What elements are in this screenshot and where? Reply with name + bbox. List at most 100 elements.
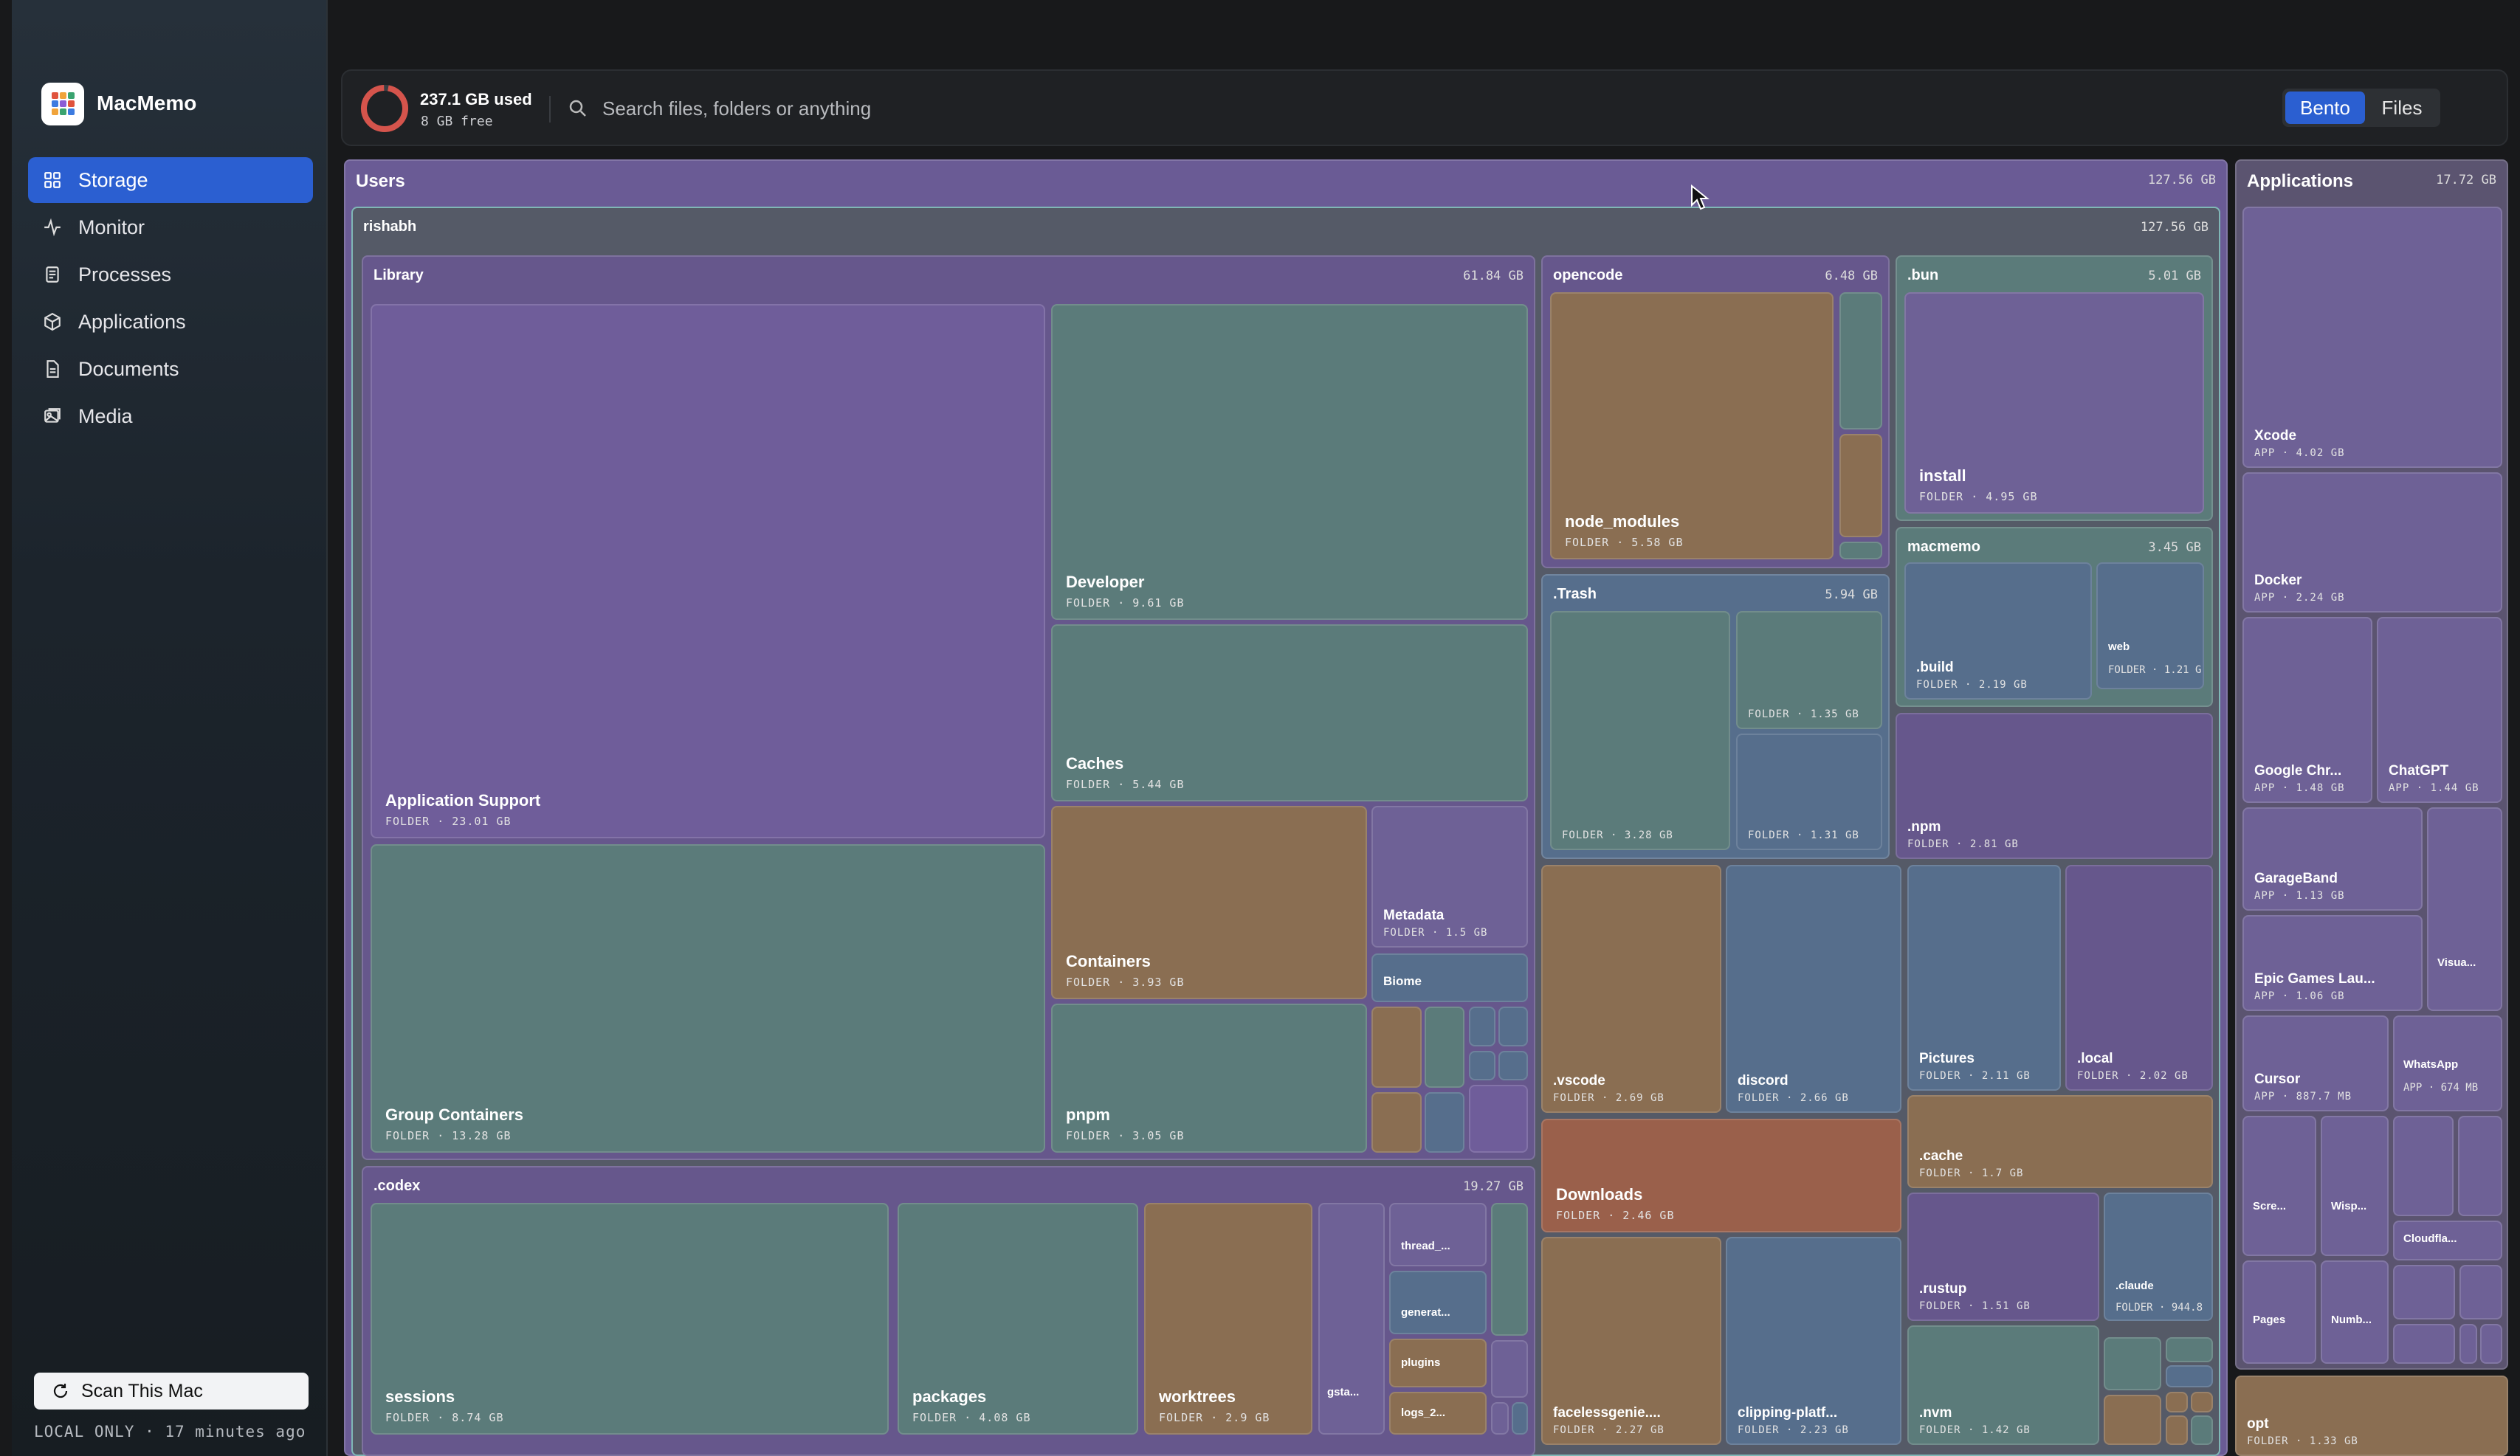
small-folder-tile[interactable]	[1839, 292, 1882, 429]
xcode-app[interactable]: Xcode APP · 4.02 GB	[2242, 207, 2502, 468]
small-folder-tile[interactable]	[1371, 1007, 1422, 1088]
small-folder-tile[interactable]	[2166, 1392, 2188, 1412]
logs-folder[interactable]: logs_2...	[1389, 1392, 1487, 1435]
thread-folder[interactable]: thread_...	[1389, 1203, 1487, 1266]
application-support-folder[interactable]: Application Support FOLDER · 23.01 GB	[371, 304, 1045, 838]
discord-folder[interactable]: discord FOLDER · 2.66 GB	[1726, 865, 1901, 1113]
small-folder-tile[interactable]	[1839, 434, 1882, 537]
small-folder-tile[interactable]	[1425, 1007, 1464, 1088]
sessions-folder[interactable]: sessions FOLDER · 8.74 GB	[371, 1203, 889, 1435]
trash-item-folder[interactable]: FOLDER · 1.35 GB	[1736, 611, 1882, 729]
folder-meta: FOLDER · 4.95 GB	[1919, 490, 2038, 503]
rustup-folder[interactable]: .rustup FOLDER · 1.51 GB	[1907, 1193, 2099, 1321]
vscode-folder[interactable]: .vscode FOLDER · 2.69 GB	[1541, 865, 1721, 1113]
small-folder-tile[interactable]	[1491, 1340, 1528, 1398]
build-folder[interactable]: .build FOLDER · 2.19 GB	[1904, 562, 2092, 700]
google-chrome-app[interactable]: Google Chr... APP · 1.48 GB	[2242, 617, 2372, 803]
node-modules-folder[interactable]: node_modules FOLDER · 5.58 GB	[1550, 292, 1834, 559]
small-folder-tile[interactable]	[2166, 1415, 2188, 1445]
whatsapp-app[interactable]: WhatsApp APP · 674 MB	[2393, 1015, 2502, 1111]
claude-folder[interactable]: .claude FOLDER · 944.8	[2104, 1193, 2213, 1321]
divider	[549, 96, 551, 123]
small-folder-tile[interactable]	[2166, 1337, 2213, 1362]
nvm-folder[interactable]: .nvm FOLDER · 1.42 GB	[1907, 1325, 2099, 1445]
visual-studio-app[interactable]: Visua...	[2427, 807, 2502, 1011]
cache-folder[interactable]: .cache FOLDER · 1.7 GB	[1907, 1095, 2213, 1188]
install-folder[interactable]: install FOLDER · 4.95 GB	[1904, 292, 2204, 514]
small-folder-tile[interactable]	[2191, 1392, 2213, 1412]
small-folder-tile[interactable]	[2104, 1337, 2161, 1390]
screen-app[interactable]: Scre...	[2242, 1116, 2316, 1256]
clipping-platform-folder[interactable]: clipping-platf... FOLDER · 2.23 GB	[1726, 1237, 1901, 1445]
worktrees-folder[interactable]: worktrees FOLDER · 2.9 GB	[1144, 1203, 1312, 1435]
small-folder-tile[interactable]	[1371, 1092, 1422, 1153]
small-folder-tile[interactable]	[1425, 1092, 1464, 1153]
opt-folder[interactable]: opt FOLDER · 1.33 GB	[2235, 1376, 2508, 1456]
files-view-button[interactable]: Files	[2381, 96, 2423, 119]
garageband-app[interactable]: GarageBand APP · 1.13 GB	[2242, 807, 2423, 911]
sidebar-item-storage[interactable]: Storage	[28, 157, 313, 203]
small-folder-tile[interactable]	[1469, 1051, 1495, 1080]
sidebar-item-applications[interactable]: Applications	[28, 299, 313, 345]
small-app-tile[interactable]	[2458, 1116, 2502, 1216]
cloudflare-app[interactable]: Cloudfla...	[2393, 1221, 2502, 1260]
epic-games-app[interactable]: Epic Games Lau... APP · 1.06 GB	[2242, 915, 2423, 1011]
codex-size: 19.27 GB	[1463, 1179, 1524, 1194]
facelessgenie-folder[interactable]: facelessgenie.... FOLDER · 2.27 GB	[1541, 1237, 1721, 1445]
sidebar-item-monitor[interactable]: Monitor	[28, 204, 313, 250]
small-app-tile[interactable]	[2393, 1324, 2455, 1364]
caches-folder[interactable]: Caches FOLDER · 5.44 GB	[1051, 624, 1528, 801]
small-folder-tile[interactable]	[1512, 1402, 1528, 1435]
plugins-folder[interactable]: plugins	[1389, 1339, 1487, 1387]
small-folder-tile[interactable]	[1839, 542, 1882, 559]
small-folder-tile[interactable]	[1491, 1402, 1509, 1435]
pages-app[interactable]: Pages	[2242, 1260, 2316, 1364]
small-app-tile[interactable]	[2459, 1265, 2502, 1319]
small-app-tile[interactable]	[2393, 1265, 2455, 1319]
small-app-tile[interactable]	[2393, 1116, 2454, 1216]
downloads-folder[interactable]: Downloads FOLDER · 2.46 GB	[1541, 1119, 1901, 1232]
small-folder-tile[interactable]	[1498, 1051, 1528, 1080]
chatgpt-app[interactable]: ChatGPT APP · 1.44 GB	[2377, 617, 2502, 803]
wispr-app[interactable]: Wisp...	[2321, 1116, 2389, 1256]
trash-item-folder[interactable]: FOLDER · 3.28 GB	[1550, 611, 1730, 850]
folder-meta: FOLDER · 2.9 GB	[1159, 1411, 1270, 1424]
small-folder-tile[interactable]	[1469, 1007, 1495, 1046]
search-input[interactable]: Search files, folders or anything	[602, 97, 872, 120]
sidebar-item-processes[interactable]: Processes	[28, 252, 313, 297]
biome-folder[interactable]: Biome	[1371, 953, 1528, 1002]
small-folder-tile[interactable]	[2104, 1395, 2161, 1445]
metadata-folder[interactable]: Metadata FOLDER · 1.5 GB	[1371, 806, 1528, 948]
npm-folder[interactable]: .npm FOLDER · 2.81 GB	[1896, 713, 2213, 859]
sidebar-item-documents[interactable]: Documents	[28, 346, 313, 392]
developer-folder[interactable]: Developer FOLDER · 9.61 GB	[1051, 304, 1528, 620]
folder-name: Pictures	[1919, 1051, 1975, 1066]
small-folder-tile[interactable]	[2191, 1415, 2213, 1445]
small-folder-tile[interactable]	[1491, 1203, 1528, 1336]
storage-used: 237.1 GB used	[420, 90, 532, 108]
group-containers-folder[interactable]: Group Containers FOLDER · 13.28 GB	[371, 844, 1045, 1153]
sidebar-item-media[interactable]: Media	[28, 393, 313, 439]
small-folder-tile[interactable]	[1498, 1007, 1528, 1046]
trash-item-folder[interactable]: FOLDER · 1.31 GB	[1736, 734, 1882, 850]
scan-button[interactable]: Scan This Mac	[34, 1373, 309, 1410]
folder-name: gsta...	[1327, 1386, 1360, 1398]
packages-folder[interactable]: packages FOLDER · 4.08 GB	[898, 1203, 1138, 1435]
app-meta: APP · 887.7 MB	[2254, 1091, 2352, 1103]
web-folder[interactable]: web FOLDER · 1.21 G	[2096, 562, 2204, 689]
pnpm-folder[interactable]: pnpm FOLDER · 3.05 GB	[1051, 1004, 1367, 1153]
grid-icon	[44, 172, 61, 188]
small-app-tile[interactable]	[2459, 1324, 2477, 1364]
local-folder[interactable]: .local FOLDER · 2.02 GB	[2065, 865, 2213, 1091]
small-folder-tile[interactable]	[1469, 1085, 1528, 1153]
small-app-tile[interactable]	[2480, 1324, 2502, 1364]
containers-folder[interactable]: Containers FOLDER · 3.93 GB	[1051, 806, 1367, 999]
pictures-folder[interactable]: Pictures FOLDER · 2.11 GB	[1907, 865, 2061, 1091]
cursor-app[interactable]: Cursor APP · 887.7 MB	[2242, 1015, 2389, 1111]
gsta-folder[interactable]: gsta...	[1318, 1203, 1385, 1435]
generat-folder[interactable]: generat...	[1389, 1271, 1487, 1334]
bento-view-button[interactable]: Bento	[2285, 92, 2365, 124]
small-folder-tile[interactable]	[2166, 1365, 2213, 1387]
docker-app[interactable]: Docker APP · 2.24 GB	[2242, 472, 2502, 613]
numbers-app[interactable]: Numb...	[2321, 1260, 2389, 1364]
